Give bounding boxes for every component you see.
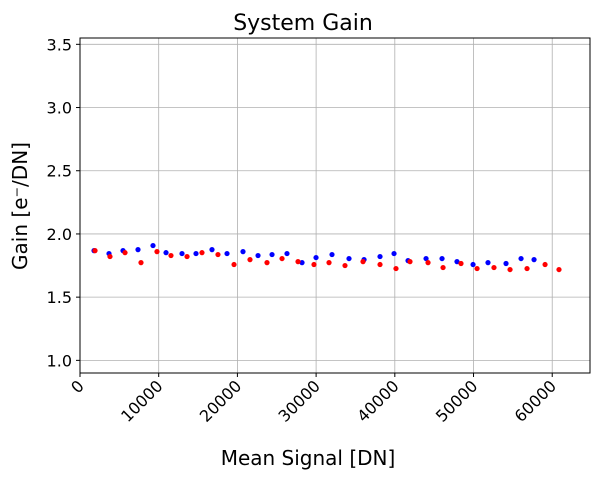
red-data-point <box>311 261 317 268</box>
blue-data-point <box>209 247 215 253</box>
blue-data-point <box>454 259 460 265</box>
blue-data-point <box>150 242 156 249</box>
blue-data-point <box>470 261 476 268</box>
y-tick-label: 1.5 <box>47 288 72 307</box>
red-data-point <box>231 261 237 268</box>
blue-data-point <box>531 257 537 263</box>
red-data-point <box>474 265 480 272</box>
blue-data-point <box>284 250 290 257</box>
red-data-point <box>393 265 399 272</box>
blue-data-point <box>503 260 509 267</box>
blue-data-point <box>240 249 246 255</box>
red-data-point <box>425 260 431 266</box>
red-data-point <box>556 266 562 273</box>
blue-data-point <box>163 250 169 256</box>
red-data-point <box>184 253 190 260</box>
blue-data-point <box>391 250 397 257</box>
red-data-point <box>458 260 464 267</box>
red-data-point <box>92 248 98 254</box>
red-data-point <box>138 260 144 266</box>
red-data-point <box>360 259 366 265</box>
blue-data-point <box>346 255 352 262</box>
y-axis-label: Gain [e⁻/DN] <box>8 142 32 270</box>
red-data-point <box>154 249 160 255</box>
axis-ticks: 0 10000 20000 30000 40000 50000 60000 1.0 1.5 2.0… <box>47 35 561 426</box>
blue-data-point <box>269 251 275 258</box>
red-data-point <box>542 261 548 268</box>
y-tick-label: 2.0 <box>47 225 72 244</box>
red-data-point <box>342 262 348 269</box>
data-points <box>91 242 562 273</box>
x-tick-label: 0 <box>67 376 88 397</box>
blue-data-point <box>179 250 185 257</box>
y-tick-label: 3.0 <box>47 99 72 118</box>
red-data-point <box>377 261 383 268</box>
blue-data-point <box>255 252 261 259</box>
red-data-point <box>440 264 446 271</box>
blue-data-point <box>439 255 445 262</box>
y-tick-label: 3.5 <box>47 35 72 54</box>
red-data-point <box>507 266 513 273</box>
blue-data-point <box>329 251 335 258</box>
red-data-point <box>264 260 270 266</box>
y-tick-label: 2.5 <box>47 162 72 181</box>
red-data-point <box>247 257 253 263</box>
blue-data-point <box>377 253 383 260</box>
red-data-point <box>491 264 497 271</box>
red-data-point <box>326 260 332 266</box>
red-data-point <box>168 252 174 259</box>
grid <box>79 38 590 373</box>
blue-data-point <box>423 255 429 262</box>
x-tick-label: 30000 <box>275 376 324 425</box>
red-data-point <box>199 250 205 256</box>
blue-data-point <box>299 260 305 266</box>
y-tick-label: 1.0 <box>47 351 72 370</box>
x-tick-label: 40000 <box>353 376 402 425</box>
blue-data-point <box>224 250 230 257</box>
red-data-point <box>279 255 285 262</box>
red-data-point <box>295 259 301 265</box>
x-tick-label: 20000 <box>196 376 245 425</box>
blue-data-point <box>485 260 491 266</box>
blue-data-point <box>313 254 319 261</box>
x-tick-label: 10000 <box>117 376 166 425</box>
red-data-point <box>107 253 113 260</box>
x-tick-label: 50000 <box>432 376 481 425</box>
red-data-point <box>407 259 413 265</box>
blue-data-point <box>135 247 141 253</box>
chart-title: System Gain <box>233 11 373 36</box>
x-axis-label: Mean Signal [DN] <box>221 446 396 470</box>
blue-data-point <box>518 255 524 262</box>
red-data-point <box>122 250 128 256</box>
x-tick-label: 60000 <box>511 376 560 425</box>
plot-frame <box>79 37 591 374</box>
blue-data-point <box>193 250 199 257</box>
red-data-point <box>215 251 221 258</box>
red-data-point <box>524 265 530 272</box>
